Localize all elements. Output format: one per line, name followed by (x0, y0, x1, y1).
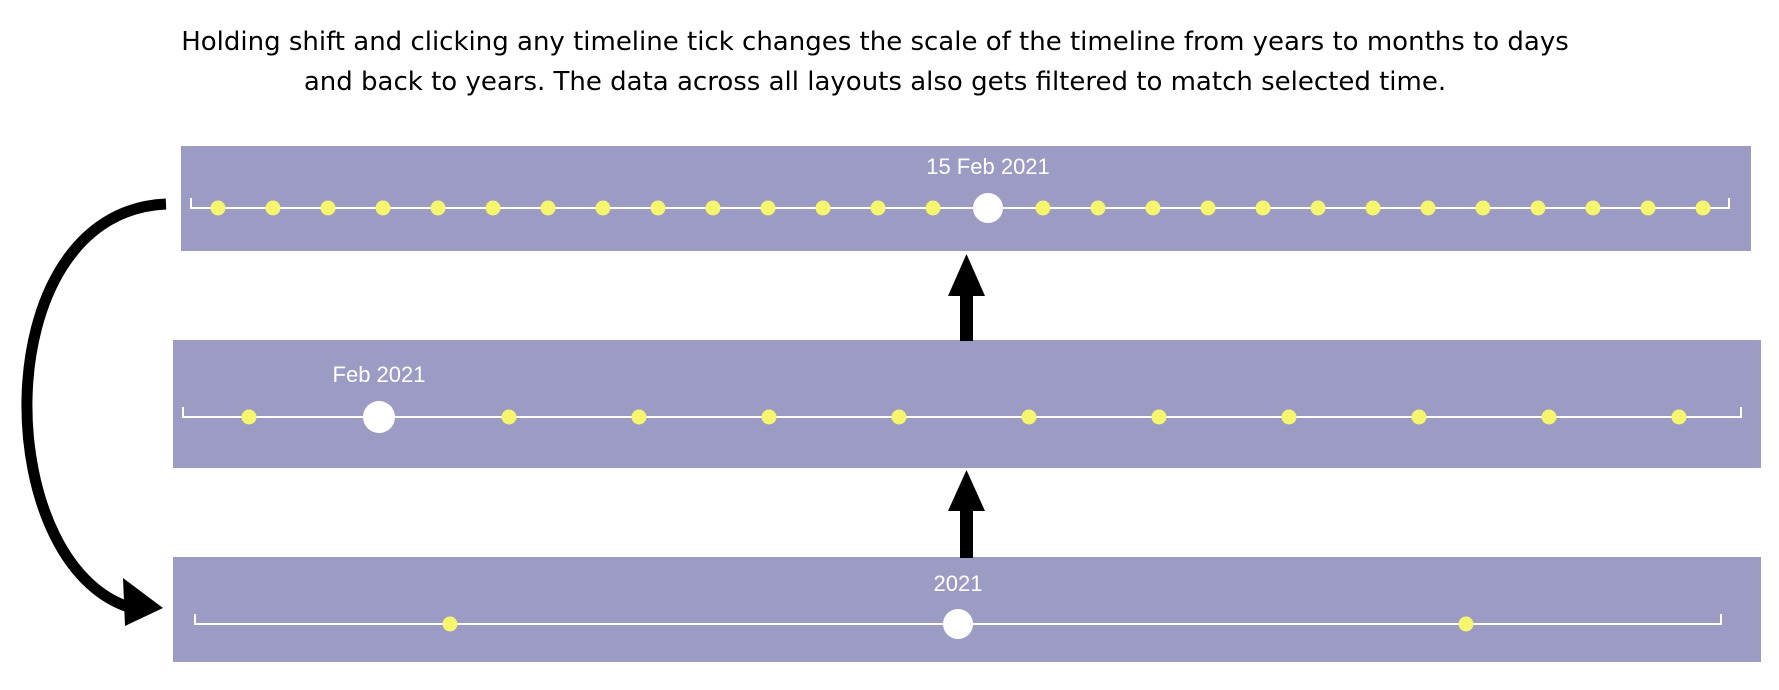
timeline-tick[interactable] (430, 200, 446, 216)
timeline-days-axis (190, 193, 1730, 223)
timeline-months-panel: Feb 2021 (173, 340, 1761, 468)
arrow-months-to-days (948, 254, 985, 341)
timeline-selected-tick[interactable] (973, 193, 1003, 223)
timeline-tick[interactable] (1420, 200, 1436, 216)
timeline-tick[interactable] (1695, 200, 1711, 216)
timeline-tick[interactable] (631, 409, 647, 425)
timeline-tick[interactable] (320, 200, 336, 216)
timeline-tick[interactable] (265, 200, 281, 216)
timeline-tick[interactable] (1310, 200, 1326, 216)
timeline-tick[interactable] (1255, 200, 1271, 216)
timeline-tick[interactable] (375, 200, 391, 216)
timeline-tick[interactable] (925, 200, 941, 216)
timeline-tick[interactable] (595, 200, 611, 216)
timeline-tick[interactable] (1585, 200, 1601, 216)
caption-line-1: Holding shift and clicking any timeline … (181, 27, 1569, 57)
timeline-tick[interactable] (1671, 409, 1687, 425)
timeline-tick[interactable] (1411, 409, 1427, 425)
timeline-tick[interactable] (1640, 200, 1656, 216)
timeline-tick[interactable] (1151, 409, 1167, 425)
timeline-tick[interactable] (1035, 200, 1051, 216)
timeline-tick[interactable] (1281, 409, 1297, 425)
timeline-tick[interactable] (761, 409, 777, 425)
timeline-tick[interactable] (1090, 200, 1106, 216)
instruction-caption: Holding shift and clicking any timeline … (180, 22, 1570, 102)
timeline-tick[interactable] (1458, 616, 1474, 632)
timeline-tick[interactable] (1475, 200, 1491, 216)
timeline-tick[interactable] (650, 200, 666, 216)
timeline-tick[interactable] (540, 200, 556, 216)
timeline-tick[interactable] (815, 200, 831, 216)
timeline-days-panel: 15 Feb 2021 (181, 146, 1751, 251)
timeline-months-selected-label: Feb 2021 (332, 362, 426, 387)
arrow-years-to-months (948, 470, 985, 558)
timeline-tick[interactable] (442, 616, 458, 632)
timeline-days-selected-label: 15 Feb 2021 (926, 154, 1050, 179)
timeline-tick[interactable] (1021, 409, 1037, 425)
caption-line-2: and back to years. The data across all l… (303, 67, 1447, 97)
timeline-tick[interactable] (760, 200, 776, 216)
timeline-tick[interactable] (891, 409, 907, 425)
timeline-years-axis (194, 609, 1722, 639)
timeline-tick[interactable] (485, 200, 501, 216)
timeline-tick[interactable] (1530, 200, 1546, 216)
timeline-years-selected-label: 2021 (933, 571, 983, 596)
timeline-tick[interactable] (870, 200, 886, 216)
timeline-tick[interactable] (501, 409, 517, 425)
timeline-years-panel: 2021 (173, 557, 1761, 662)
timeline-tick[interactable] (241, 409, 257, 425)
timeline-tick[interactable] (705, 200, 721, 216)
timeline-selected-tick[interactable] (363, 401, 395, 433)
timeline-tick[interactable] (1145, 200, 1161, 216)
timeline-tick[interactable] (1541, 409, 1557, 425)
timeline-selected-tick[interactable] (943, 609, 973, 639)
timeline-tick[interactable] (1365, 200, 1381, 216)
timeline-months-axis (182, 401, 1742, 433)
timeline-tick[interactable] (1200, 200, 1216, 216)
timeline-tick[interactable] (210, 200, 226, 216)
arrow-days-to-years (21, 198, 167, 626)
